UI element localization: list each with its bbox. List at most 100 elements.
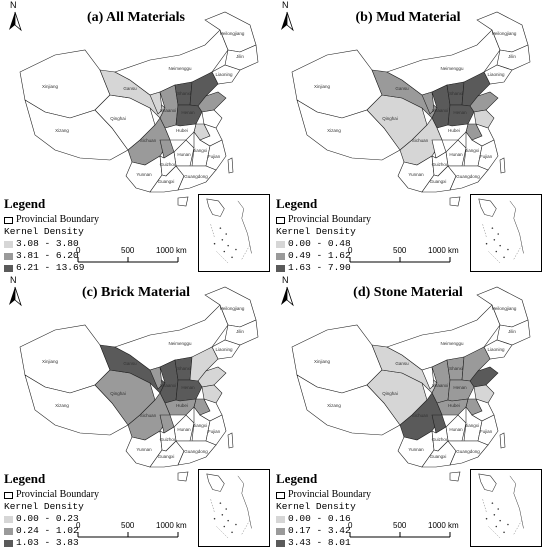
province-label-hubei: Hubei [448, 128, 460, 133]
inset-island [223, 250, 226, 253]
province-label-guangdong: Guangdong [456, 449, 480, 454]
province-label-guangxi: Guangxi [158, 454, 175, 459]
inset-island [499, 519, 501, 522]
province-label-yunnan: Yunnan [136, 172, 152, 177]
density-label: Kernel Density [276, 501, 356, 512]
density-range: 1.03 - 3.83 [16, 537, 79, 548]
inset-island [231, 531, 233, 534]
province-henan [447, 379, 475, 402]
scale-bar: 0 500 1000 km [348, 246, 460, 268]
province-taiwan [227, 432, 234, 449]
province-label-guangdong: Guangdong [456, 174, 480, 179]
province-label-liaoning: Liaoning [215, 72, 233, 77]
scale-tick-label: 1000 km [156, 521, 187, 530]
province-label-guangxi: Guangxi [430, 179, 447, 184]
province-ningxia [149, 366, 163, 390]
legend-class-row: 3.81 - 6.20 [4, 250, 194, 262]
province-label-jiangxi: Jiangxi [193, 148, 207, 153]
inset-dashes [210, 224, 250, 264]
inset-island [213, 242, 216, 245]
province-label-jilin: Jilin [236, 54, 244, 59]
inset-island [499, 244, 501, 247]
province-hubei [164, 123, 197, 141]
map-panel-d: Xinjiang Xizang Qinghai Gansu Neimenggu Heilo… [272, 275, 544, 550]
inset-island [235, 523, 237, 526]
scale-tick-label: 0 [76, 246, 81, 255]
density-swatch [4, 527, 13, 535]
province-label-xinjiang: Xinjiang [314, 84, 331, 89]
south-china-sea-inset [198, 194, 270, 272]
legend-class-row: 3.43 - 8.01 [276, 537, 466, 549]
province-label-heilongjiang: Heilongjiang [492, 31, 517, 36]
scale-bar-graphic [349, 532, 451, 538]
province-label-jiangxi: Jiangxi [465, 423, 479, 428]
density-label: Kernel Density [4, 226, 84, 237]
legend: Legend Provincial Boundary Kernel Density 0… [276, 471, 466, 549]
map-panel-b: Xinjiang Xizang Qinghai Gansu Neimenggu Heilo… [272, 0, 544, 275]
province-label-qinghai: Qinghai [382, 116, 398, 121]
province-label-inner_mongolia: Neimenggu [168, 66, 192, 71]
inset-coast-2 [509, 200, 524, 254]
inset-island [495, 250, 498, 253]
province-hainan [449, 196, 461, 207]
province-label-shaanxi: Shaanxi [160, 108, 176, 113]
panel-title: (a) All Materials [87, 10, 185, 25]
province-guangdong [447, 440, 489, 466]
province-label-hunan: Hunan [177, 152, 191, 157]
scale-tick-label: 0 [348, 246, 353, 255]
province-label-guangxi: Guangxi [158, 179, 175, 184]
province-hainan [449, 471, 461, 482]
density-swatch [276, 264, 285, 272]
province-label-guizhou: Guizhou [432, 162, 449, 167]
south-china-sea-inset [198, 469, 270, 547]
scale-tick-label: 1000 km [428, 521, 459, 530]
boundary-swatch [276, 216, 285, 224]
inset-island [223, 525, 226, 528]
density-swatch [4, 539, 13, 547]
province-guangdong [175, 440, 217, 466]
province-label-guangdong: Guangdong [184, 174, 208, 179]
inset-coast [206, 473, 225, 492]
province-label-henan: Henan [181, 110, 195, 115]
province-label-shanxi: Shanxi [449, 366, 463, 371]
inset-island [227, 244, 229, 247]
scale-bar-graphic [77, 257, 179, 263]
province-label-hubei: Hubei [176, 403, 188, 408]
province-label-heilongjiang: Heilongjiang [492, 306, 517, 311]
province-label-yunnan: Yunnan [408, 447, 424, 452]
province-jiangsu [201, 109, 223, 129]
province-label-hubei: Hubei [448, 403, 460, 408]
legend-title: Legend [4, 471, 46, 486]
inset-island [491, 502, 494, 504]
legend-class-row: 1.03 - 3.83 [4, 537, 194, 549]
province-taiwan [227, 157, 234, 174]
density-swatch [276, 515, 285, 523]
province-guangdong [447, 165, 489, 191]
legend-class-row: 0.49 - 1.62 [276, 250, 466, 262]
province-label-jiangxi: Jiangxi [193, 423, 207, 428]
south-china-sea-inset [470, 469, 542, 547]
north-arrow-left [281, 287, 287, 305]
inset-island [227, 519, 229, 522]
legend-class-row: 0.24 - 1.02 [4, 525, 194, 537]
province-label-gansu: Gansu [123, 361, 137, 366]
inset-island [503, 531, 505, 534]
province-label-shanxi: Shanxi [177, 366, 191, 371]
inset-island [225, 233, 227, 235]
inset-island [503, 256, 505, 259]
density-swatch [4, 264, 13, 272]
province-label-guizhou: Guizhou [160, 162, 177, 167]
map-panel-a: Xinjiang Xizang Qinghai Gansu Neimenggu Heilo… [0, 0, 272, 275]
boundary-label: Provincial Boundary [288, 214, 372, 225]
province-label-qinghai: Qinghai [382, 391, 398, 396]
density-swatch [276, 252, 285, 260]
province-label-shanxi: Shanxi [449, 91, 463, 96]
inset-island [213, 517, 216, 520]
province-hubei [436, 398, 469, 416]
china-map-c: Xinjiang Xizang Qinghai Gansu Neimenggu Heilo… [19, 286, 259, 482]
north-arrow-icon [281, 11, 294, 32]
legend-title: Legend [276, 196, 318, 211]
province-label-jilin: Jilin [508, 329, 516, 334]
legend-class-row: 0.00 - 0.23 [4, 513, 194, 525]
inset-island [231, 256, 233, 259]
